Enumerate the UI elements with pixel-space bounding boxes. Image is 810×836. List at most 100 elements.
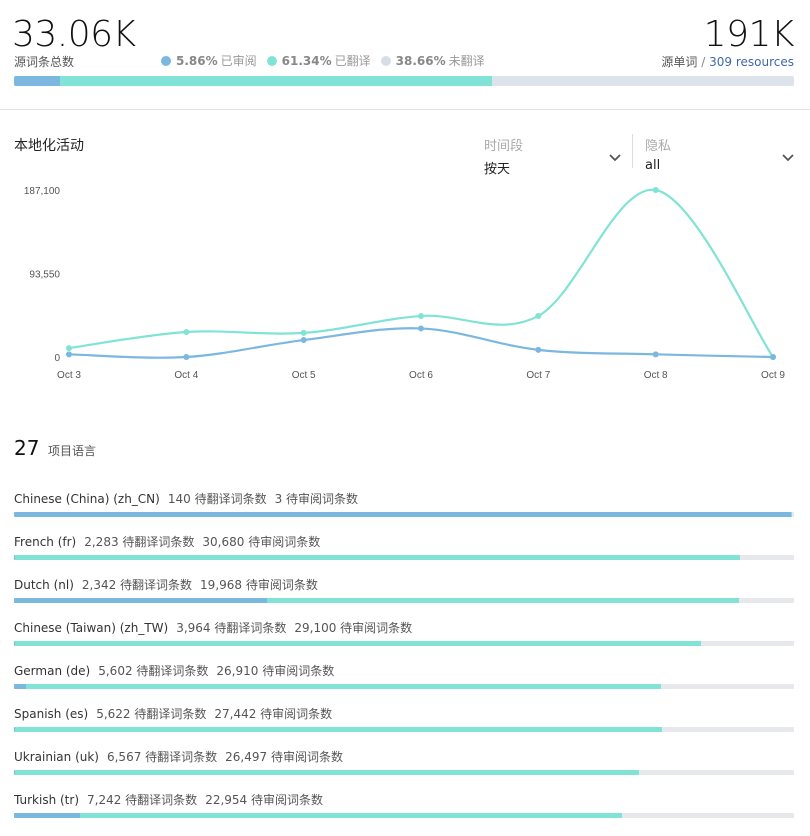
language-name: Spanish (es) [14, 707, 89, 721]
to-review-count: 3 待审阅词条数 [274, 492, 359, 506]
privacy-select[interactable]: 隐私 all [645, 135, 795, 173]
data-point[interactable] [418, 312, 424, 319]
language-row[interactable]: Ukrainian (uk) 6,567 待翻译词条数 26,497 待审阅词条数 [14, 748, 794, 788]
data-point[interactable] [300, 329, 307, 336]
activity-line-chart: 187,100 93,550 0 Oct 3 Oct 4 Oct 5 Oct 6 Oct 7 O… [24, 186, 786, 381]
language-reviewed-segment [14, 770, 15, 775]
language-row[interactable]: French (fr) 2,283 待翻译词条数 30,680 待审阅词条数 [14, 533, 794, 573]
language-row-text: Chinese (China) (zh_CN) 140 待翻译词条数 3 待审阅词条… [14, 490, 794, 507]
language-row[interactable]: Spanish (es) 5,622 待翻译词条数 27,442 待审阅词条数 [14, 705, 794, 745]
language-name: German (de) [14, 664, 91, 678]
language-count: 27 [14, 436, 40, 460]
data-point[interactable] [770, 354, 776, 360]
to-review-count: 26,497 待审阅词条数 [225, 750, 343, 764]
legend-untranslated: 38.66% 未翻译 [380, 52, 485, 69]
to-translate-count: 5,602 待翻译词条数 [98, 664, 209, 678]
overall-progress-bar [14, 76, 794, 86]
progress-translated-segment [59, 76, 493, 86]
language-name: Ukrainian (uk) [14, 750, 99, 764]
y-tick-label: 0 [54, 353, 60, 364]
language-row[interactable]: German (de) 5,602 待翻译词条数 26,910 待审阅词条数 [14, 662, 794, 702]
resources-link[interactable]: 309 resources [709, 55, 794, 69]
reviewed-dot-icon [161, 55, 171, 66]
untranslated-dot-icon [380, 55, 391, 66]
filter-divider [632, 134, 633, 168]
to-review-count: 22,954 待审阅词条数 [205, 793, 323, 807]
to-review-count: 19,968 待审阅词条数 [200, 578, 318, 592]
progress-reviewed-segment [14, 76, 60, 86]
language-row[interactable]: Dutch (nl) 2,342 待翻译词条数 19,968 待审阅词条数 [14, 576, 794, 616]
to-review-count: 29,100 待审阅词条数 [294, 621, 413, 635]
privacy-label: 隐私 [645, 139, 672, 154]
source-words-label: 源单词 [661, 55, 698, 69]
summary-header: 33.06K 源词条总数 5.86% 已审阅 61.34% 已翻译 38.66%… [0, 0, 810, 110]
resources-separator: / [701, 55, 706, 69]
x-tick-label: Oct 5 [292, 370, 316, 381]
data-point[interactable] [652, 187, 659, 193]
language-translated-segment [790, 512, 793, 517]
source-words-value: 191K [703, 14, 795, 55]
data-point[interactable] [66, 351, 72, 358]
language-row-text: Chinese (Taiwan) (zh_TW) 3,964 待翻译词条数 29,1… [14, 619, 794, 636]
data-point[interactable] [300, 337, 307, 344]
data-point[interactable] [183, 354, 190, 360]
data-point[interactable] [652, 351, 659, 358]
data-point[interactable] [183, 329, 190, 336]
language-progress-bar [14, 512, 794, 517]
language-reviewed-segment [14, 813, 81, 818]
to-translate-count: 2,283 待翻译词条数 [84, 535, 195, 549]
to-review-count: 26,910 待审阅词条数 [216, 664, 335, 678]
language-row[interactable]: Chinese (China) (zh_CN) 140 待翻译词条数 3 待审阅词条… [14, 490, 794, 530]
language-row-text: Spanish (es) 5,622 待翻译词条数 27,442 待审阅词条数 [14, 705, 794, 722]
activity-title: 本地化活动 [14, 138, 84, 154]
x-tick-label: Oct 3 [57, 370, 81, 381]
data-point[interactable] [66, 345, 72, 352]
language-row-text: Dutch (nl) 2,342 待翻译词条数 19,968 待审阅词条数 [14, 576, 794, 593]
data-point[interactable] [535, 346, 542, 353]
language-reviewed-segment [14, 598, 267, 603]
language-translated-segment [14, 770, 639, 775]
language-row-text: Ukrainian (uk) 6,567 待翻译词条数 26,497 待审阅词条数 [14, 748, 794, 765]
to-translate-count: 140 待翻译词条数 [167, 492, 267, 506]
source-entries-value: 33.06K [12, 14, 136, 55]
language-translated-segment [14, 555, 741, 560]
language-progress-bar [14, 555, 794, 560]
language-reviewed-segment [14, 512, 791, 517]
language-reviewed-segment [14, 641, 15, 646]
language-row-text: French (fr) 2,283 待翻译词条数 30,680 待审阅词条数 [14, 533, 794, 550]
language-reviewed-segment [14, 727, 15, 732]
period-label: 时间段 [484, 139, 524, 154]
language-progress-bar [14, 727, 794, 732]
privacy-value: all [645, 158, 661, 173]
data-point[interactable] [535, 312, 542, 319]
to-translate-count: 6,567 待翻译词条数 [106, 750, 218, 764]
y-tick-label: 187,100 [24, 186, 61, 197]
x-tick-label: Oct 9 [761, 370, 785, 381]
data-point[interactable] [418, 325, 424, 332]
language-translated-segment [266, 598, 739, 603]
x-tick-label: Oct 7 [526, 370, 550, 381]
language-row[interactable]: Turkish (tr) 7,242 待翻译词条数 22,954 待审阅词条数 [14, 791, 794, 831]
language-translated-segment [80, 813, 622, 818]
language-row[interactable]: Chinese (Taiwan) (zh_TW) 3,964 待翻译词条数 29,1… [14, 619, 794, 659]
language-name: Dutch (nl) [14, 578, 74, 592]
language-name: Chinese (Taiwan) (zh_TW) [14, 621, 169, 635]
chevron-down-icon [609, 154, 621, 162]
translated-dot-icon [266, 55, 277, 66]
language-progress-bar [14, 598, 794, 603]
period-select[interactable]: 时间段 按天 [484, 135, 624, 177]
to-review-count: 30,680 待审阅词条数 [202, 535, 321, 549]
language-reviewed-segment [14, 684, 26, 689]
to-review-count: 27,442 待审阅词条数 [214, 707, 333, 721]
to-translate-count: 7,242 待翻译词条数 [87, 793, 198, 807]
language-progress-bar [14, 770, 794, 775]
to-translate-count: 3,964 待翻译词条数 [176, 621, 287, 635]
language-count-label: 项目语言 [48, 444, 97, 458]
x-tick-label: Oct 8 [644, 370, 668, 381]
x-tick-label: Oct 6 [409, 370, 433, 381]
language-row-text: German (de) 5,602 待翻译词条数 26,910 待审阅词条数 [14, 662, 794, 679]
series-line [68, 188, 774, 358]
legend-reviewed: 5.86% 已审阅 [161, 52, 257, 69]
language-progress-bar [14, 641, 794, 646]
to-translate-count: 5,622 待翻译词条数 [96, 707, 207, 721]
